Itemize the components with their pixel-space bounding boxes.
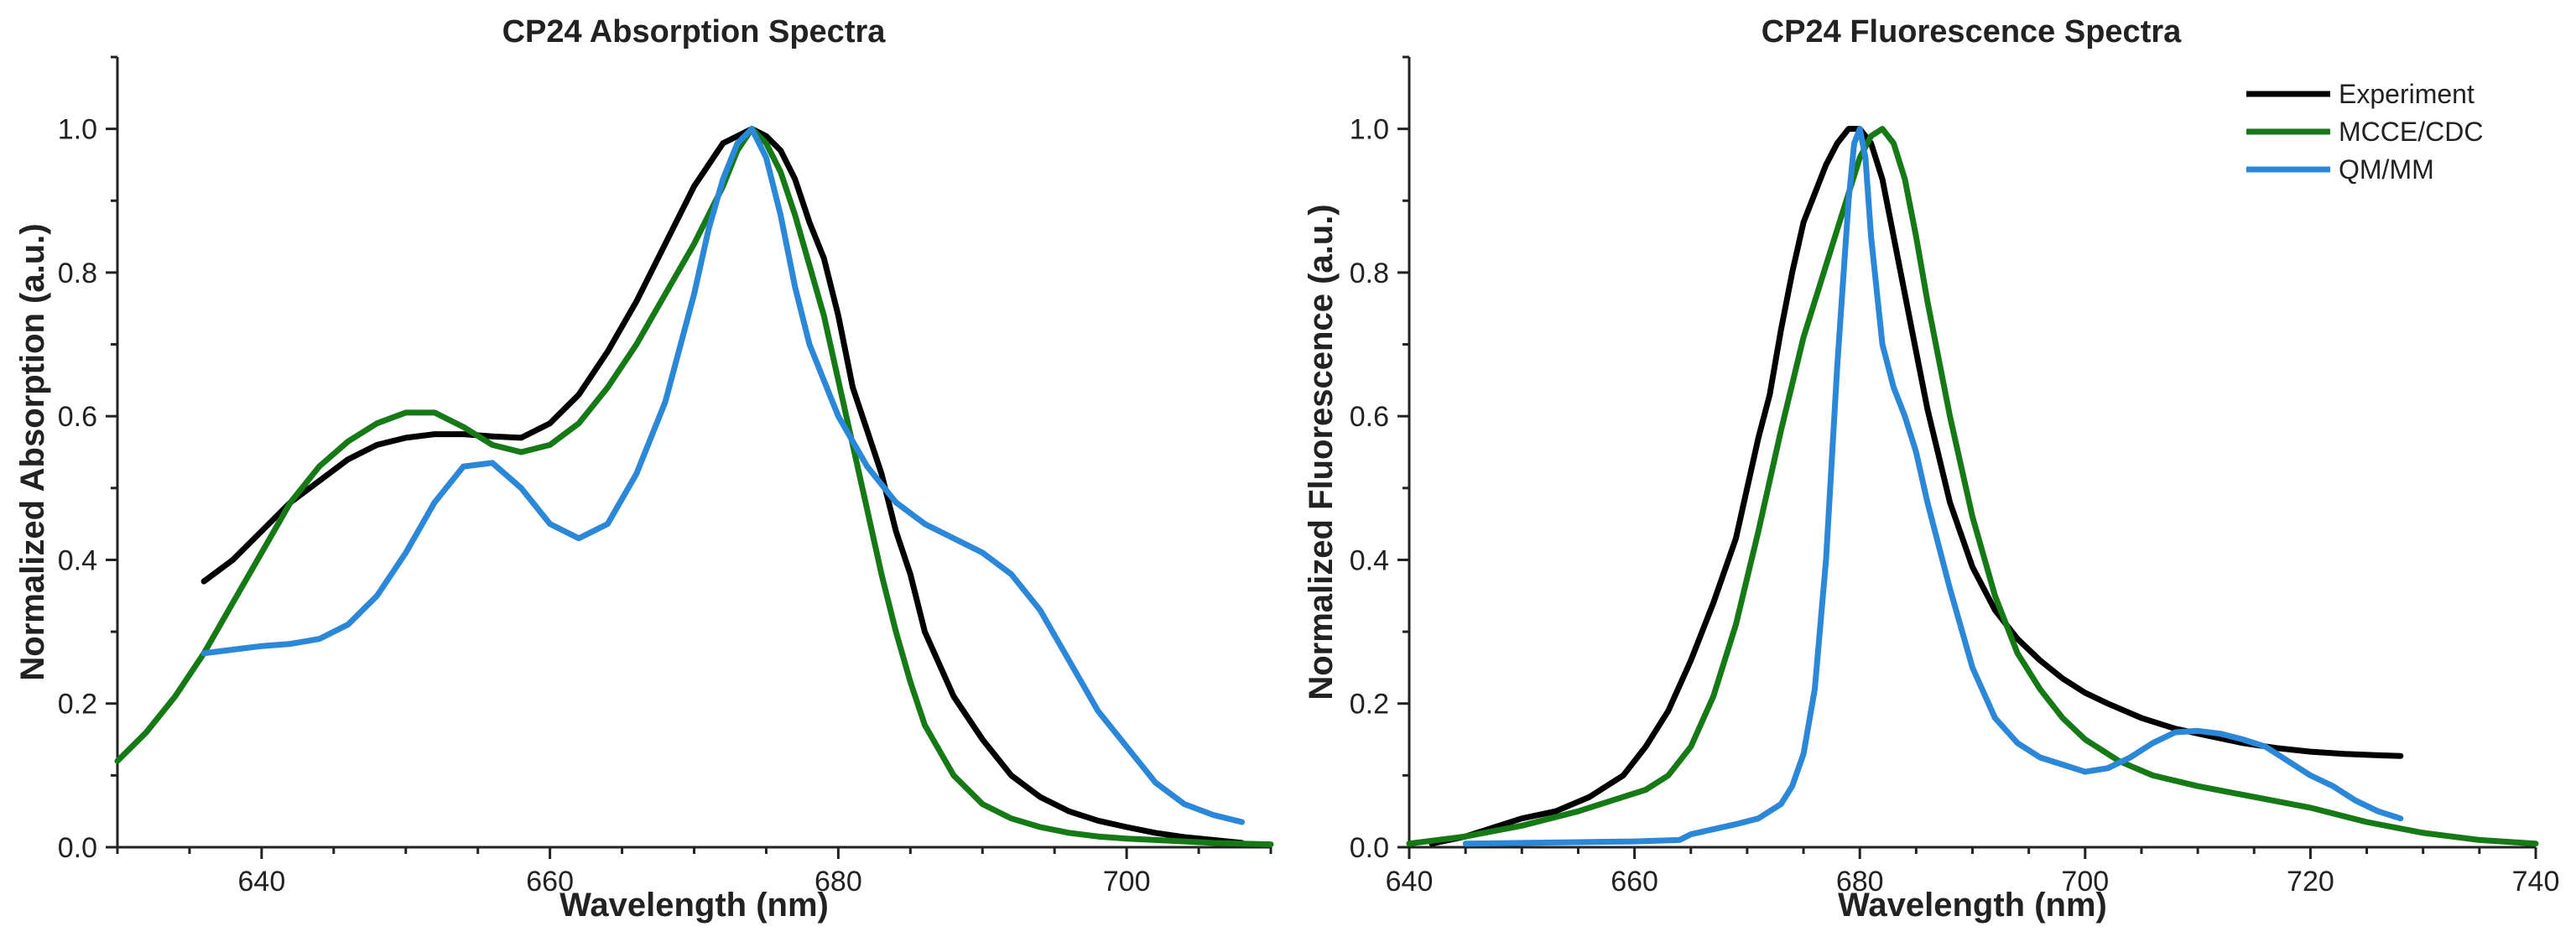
x-tick-label: 680	[814, 866, 862, 898]
x-tick-label: 740	[2512, 866, 2560, 898]
x-tick-label: 660	[526, 866, 574, 898]
x-tick-label: 640	[238, 866, 286, 898]
x-tick-label: 640	[1386, 866, 1434, 898]
series-line-qm-mm	[1462, 126, 2404, 847]
y-tick-label: 0.2	[58, 689, 97, 721]
y-tick-label: 0.4	[58, 544, 97, 576]
legend-label-experiment: Experiment	[2339, 79, 2475, 109]
x-axis-label: Wavelength (nm)	[1838, 887, 2107, 924]
x-tick-label: 700	[2061, 866, 2109, 898]
series-line-mcce-cdc	[114, 126, 1274, 848]
legend-label-qm-mm: QM/MM	[2339, 154, 2434, 185]
y-tick-label: 0.2	[1350, 689, 1389, 721]
y-tick-label: 0.6	[58, 401, 97, 433]
legend-label-mcce-cdc: MCCE/CDC	[2339, 117, 2483, 147]
y-axis-label: Normalized Fluorescence (a.u.)	[1303, 204, 1340, 700]
x-tick-label: 700	[1103, 866, 1151, 898]
x-tick-label: 660	[1611, 866, 1658, 898]
y-tick-label: 1.0	[58, 114, 97, 146]
y-axis-label: Normalized Absorption (a.u.)	[14, 223, 51, 680]
y-tick-label: 0.8	[58, 258, 97, 289]
series-line-qm-mm	[200, 126, 1246, 825]
y-tick-label: 0.4	[1350, 544, 1389, 576]
fluorescence-chart: CP24 Fluorescence Spectra 0.0 0.2 0.4 0.6 0.8…	[1303, 14, 2559, 924]
x-tick-label: 680	[1836, 866, 1884, 898]
chart-title: CP24 Fluorescence Spectra	[1762, 14, 2182, 49]
x-tick-label: 720	[2287, 866, 2334, 898]
chart-title: CP24 Absorption Spectra	[502, 14, 887, 49]
series-line-experiment	[1429, 126, 2404, 847]
series-line-experiment	[200, 126, 1246, 846]
y-tick-label: 0.8	[1350, 258, 1389, 289]
series-line-mcce-cdc	[1406, 126, 2539, 847]
legend: Experiment MCCE/CDC QM/MM	[2246, 79, 2483, 185]
y-tick-label: 0.0	[58, 832, 97, 864]
x-axis-label: Wavelength (nm)	[559, 887, 829, 924]
y-tick-label: 0.0	[1350, 832, 1389, 864]
absorption-chart: CP24 Absorption Spectra 0.0 0.2 0.4 0.6 0.8 1.…	[14, 14, 1274, 924]
y-tick-label: 0.6	[1350, 401, 1389, 433]
y-tick-label: 1.0	[1350, 114, 1389, 146]
